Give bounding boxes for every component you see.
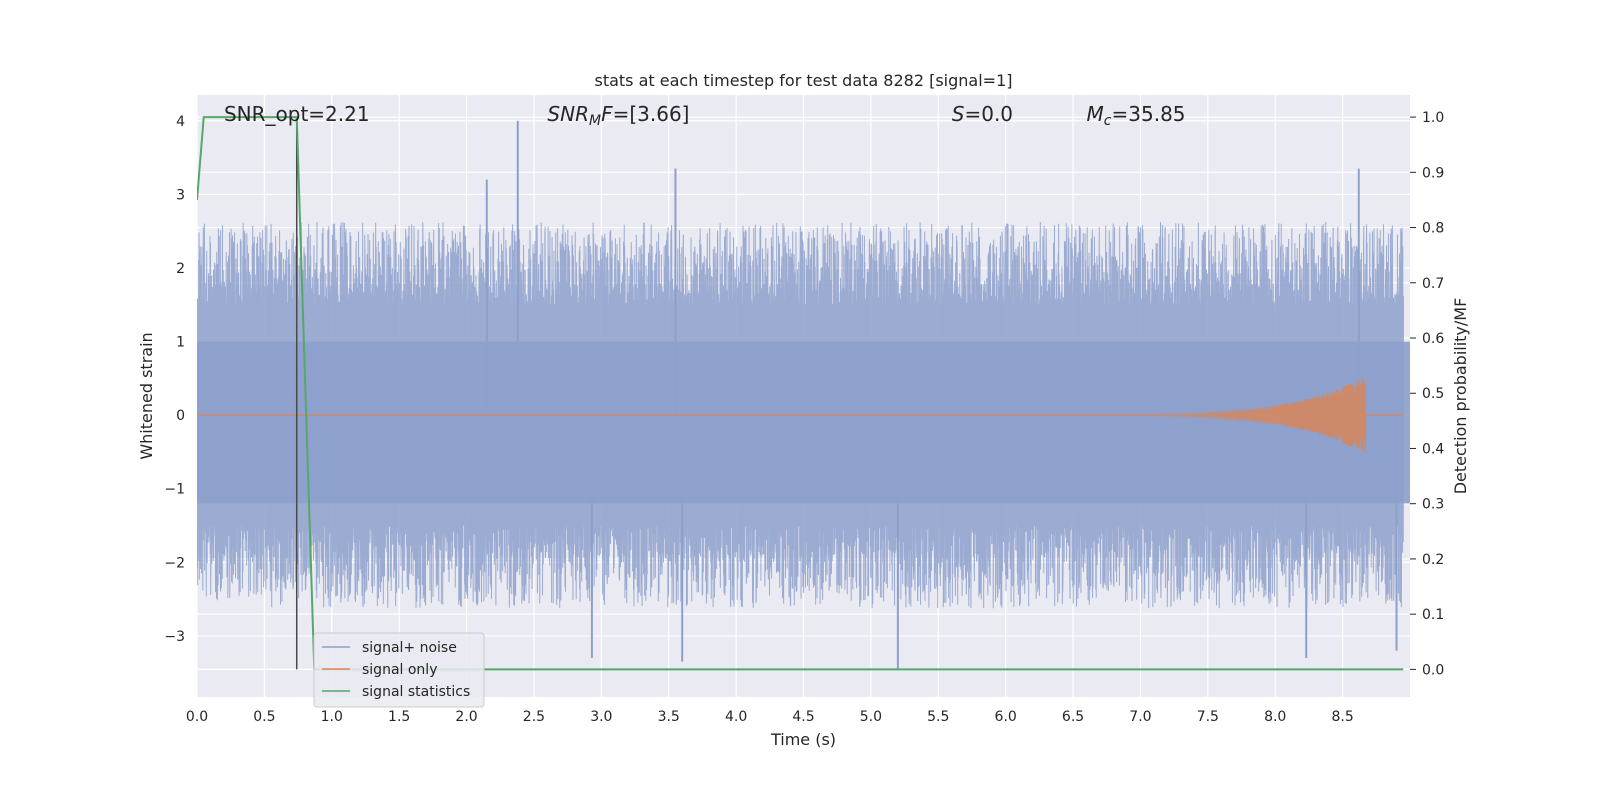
legend-label-signal-statistics: signal statistics — [362, 684, 470, 700]
annotation-s-rest: = — [964, 102, 981, 126]
x-tick-label: 6.0 — [995, 709, 1017, 725]
x-tick-label: 0.5 — [253, 709, 275, 725]
x-tick-label: 0.0 — [186, 709, 208, 725]
x-tick-label: 3.0 — [590, 709, 612, 725]
legend: signal+ noise signal only signal statist… — [313, 632, 485, 708]
y-tick-label-right: 0.2 — [1422, 552, 1444, 568]
y-tick-label-left: 1 — [176, 335, 185, 351]
plot-content — [197, 116, 1410, 671]
x-tick-label: 3.5 — [658, 709, 680, 725]
y-tick-label-left: −2 — [164, 555, 185, 571]
y-tick-label-right: 0.9 — [1422, 165, 1444, 181]
y-tick-label-left: 4 — [176, 114, 185, 130]
annotation-snr-mf-rest: F= — [601, 102, 629, 126]
annotation-snr-mf: SNRMF=[3.66] — [547, 102, 689, 129]
x-tick-label: 5.0 — [860, 709, 882, 725]
y-tick-label-right: 1.0 — [1422, 110, 1444, 126]
x-tick-label: 5.5 — [927, 709, 949, 725]
y-tick-label-right: 0.3 — [1422, 497, 1444, 513]
series-signal-statistics — [197, 116, 1404, 671]
annotation-snr-mf-sub: M — [589, 113, 601, 129]
y-tick-label-left: −1 — [164, 482, 185, 498]
annotation-mc-sub: c — [1104, 113, 1112, 129]
right-axis-ticks: 0.0 0.1 0.2 0.3 0.4 0.5 0.6 0.7 0.8 0.9 1.0 — [1410, 110, 1444, 678]
annotation-s-main: S — [952, 102, 965, 126]
x-tick-label: 1.5 — [388, 709, 410, 725]
annotation-snr-mf-value: [3.66] — [629, 102, 689, 126]
annotation-snr-mf-main: SNR — [547, 102, 589, 126]
x-axis-ticks: 0.0 0.5 1.0 1.5 2.0 2.5 3.0 3.5 4.0 4.5 5.0 5.5 6.0 6… — [186, 709, 1354, 725]
y-tick-label-right: 0.5 — [1422, 386, 1444, 402]
annotation-mc-value: 35.85 — [1128, 102, 1185, 126]
y-axis-label-left: Whitened strain — [137, 332, 156, 459]
series-signal-plus-noise — [197, 120, 1410, 670]
x-tick-label: 1.0 — [321, 709, 343, 725]
y-tick-label-right: 0.8 — [1422, 221, 1444, 237]
y-tick-label-left: 0 — [176, 408, 185, 424]
y-tick-label-right: 0.7 — [1422, 276, 1444, 292]
annotation-mc: Mc=35.85 — [1087, 102, 1186, 129]
legend-label-signal-plus-noise: signal+ noise — [362, 640, 457, 656]
x-axis-label: Time (s) — [770, 730, 836, 749]
x-tick-label: 4.5 — [792, 709, 814, 725]
legend-label-signal-only: signal only — [362, 662, 437, 678]
y-tick-label-left: 3 — [176, 187, 185, 203]
x-tick-label: 7.5 — [1197, 709, 1219, 725]
signal-statistics-line — [197, 116, 1404, 671]
x-tick-label: 8.0 — [1264, 709, 1286, 725]
y-tick-label-left: 2 — [176, 261, 185, 277]
chart-title: stats at each timestep for test data 828… — [594, 71, 1012, 90]
annotation-snr-opt-value: 2.21 — [325, 102, 370, 126]
x-tick-label: 7.0 — [1129, 709, 1151, 725]
x-tick-label: 4.0 — [725, 709, 747, 725]
x-tick-label: 2.5 — [523, 709, 545, 725]
left-axis-ticks: −3 −2 −1 0 1 2 3 4 — [164, 114, 185, 645]
legend-box — [313, 632, 485, 708]
annotation-mc-main: M — [1087, 102, 1104, 126]
y-tick-label-right: 0.6 — [1422, 331, 1444, 347]
signal-plus-noise-core-band — [197, 341, 1410, 504]
x-tick-label: 8.5 — [1331, 709, 1353, 725]
x-tick-label: 2.0 — [455, 709, 477, 725]
annotation-mc-rest: = — [1112, 102, 1129, 126]
y-tick-label-right: 0.0 — [1422, 662, 1444, 678]
y-tick-label-left: −3 — [164, 629, 185, 645]
y-tick-label-right: 0.1 — [1422, 607, 1444, 623]
annotation-s-value: 0.0 — [981, 102, 1013, 126]
annotation-snr-opt: SNR_opt=2.21 — [224, 102, 370, 126]
annotations: SNR_opt=2.21 SNRMF=[3.66] S=0.0 Mc=35.85 — [224, 102, 1186, 129]
annotation-s: S=0.0 — [952, 102, 1013, 126]
x-tick-label: 6.5 — [1062, 709, 1084, 725]
y-tick-label-right: 0.4 — [1422, 441, 1444, 457]
annotation-snr-opt-prefix: SNR_opt= — [224, 102, 325, 126]
y-axis-label-right: Detection probability/MF — [1451, 298, 1470, 495]
series-signal-only — [197, 378, 1404, 453]
signal-only-line — [197, 378, 1404, 453]
